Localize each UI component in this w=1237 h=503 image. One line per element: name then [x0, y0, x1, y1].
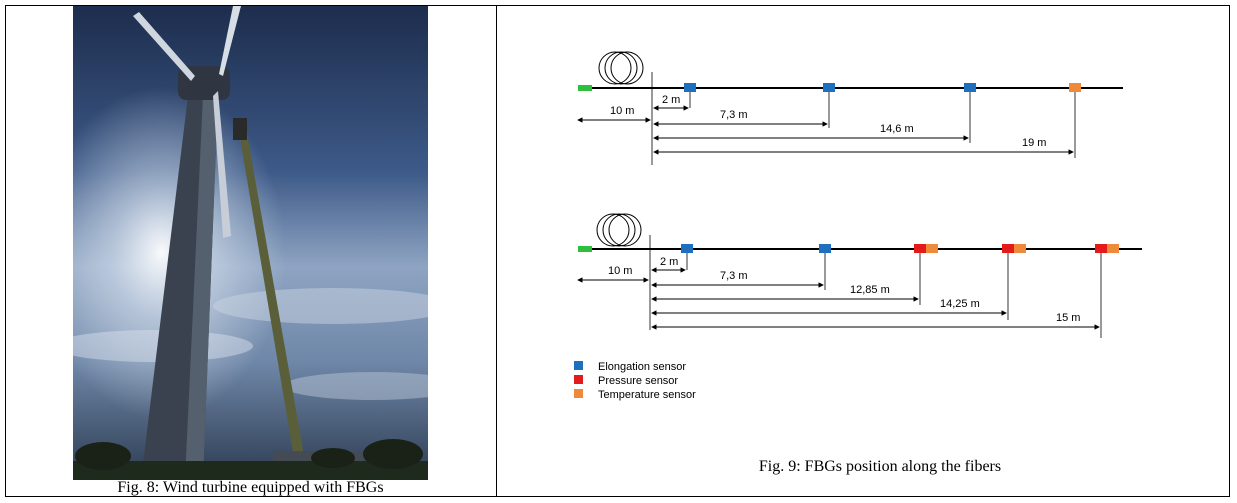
legend-label-temperature: Temperature sensor [598, 389, 696, 401]
fiber-spool-2b [602, 213, 636, 247]
fiber1-offset-label: 10 m [610, 105, 634, 117]
fiber2-d4-label: 14,25 m [940, 298, 980, 310]
temperature-sensor-2b [1014, 244, 1026, 253]
legend-label-pressure: Pressure sensor [598, 375, 678, 387]
column-divider [496, 5, 497, 497]
fiber2-d1-label: 2 m [660, 256, 678, 268]
fiber-spool-2c [608, 213, 642, 247]
elongation-sensor-1a [684, 83, 696, 92]
fiber1-d4-label: 19 m [1022, 137, 1046, 149]
temperature-sensor-2a [926, 244, 938, 253]
wind-turbine-photo [73, 6, 428, 480]
pressure-sensor-2a [914, 244, 926, 253]
fiber2-d3-label: 12,85 m [850, 284, 890, 296]
fiber-spool-2a [596, 213, 630, 247]
pressure-sensor-2b [1002, 244, 1014, 253]
fiber-spool-1a [598, 51, 632, 85]
elongation-sensor-1b [823, 83, 835, 92]
fiber2-d5-label: 15 m [1056, 312, 1080, 324]
fiber-spool-1c [610, 51, 644, 85]
fiber-1: 10 m 2 m 7,3 m 14,6 m 19 m [577, 51, 1123, 165]
temperature-sensor-2c [1107, 244, 1119, 253]
fiber-2: 10 m 2 m 7,3 m 12,85 m 14,25 m 15 m [577, 213, 1142, 338]
elongation-sensor-1c [964, 83, 976, 92]
fiber-spool-1b [604, 51, 638, 85]
legend-swatch-temperature [574, 389, 583, 398]
elongation-sensor-2a [681, 244, 693, 253]
fbg-position-diagram: 10 m 2 m 7,3 m 14,6 m 19 m [560, 40, 1160, 425]
pressure-sensor-2c [1095, 244, 1107, 253]
connector-2 [578, 246, 592, 252]
figure-8-caption: Fig. 8: Wind turbine equipped with FBGs [117, 479, 384, 496]
figure-table-frame [5, 5, 1230, 497]
legend-swatch-pressure [574, 375, 583, 384]
fiber1-d1-label: 2 m [662, 94, 680, 106]
fiber2-offset-label: 10 m [608, 265, 632, 277]
fiber1-d3-label: 14,6 m [880, 123, 914, 135]
fiber1-d2-label: 7,3 m [720, 109, 748, 121]
temperature-sensor-1 [1069, 83, 1081, 92]
elongation-sensor-2b [819, 244, 831, 253]
figure-9-caption: Fig. 9: FBGs position along the fibers [758, 458, 1002, 475]
legend: Elongation sensor Pressure sensor Temper… [574, 361, 696, 401]
fiber2-d2-label: 7,3 m [720, 270, 748, 282]
legend-label-elongation: Elongation sensor [598, 361, 686, 373]
legend-swatch-elongation [574, 361, 583, 370]
connector-1 [578, 85, 592, 91]
